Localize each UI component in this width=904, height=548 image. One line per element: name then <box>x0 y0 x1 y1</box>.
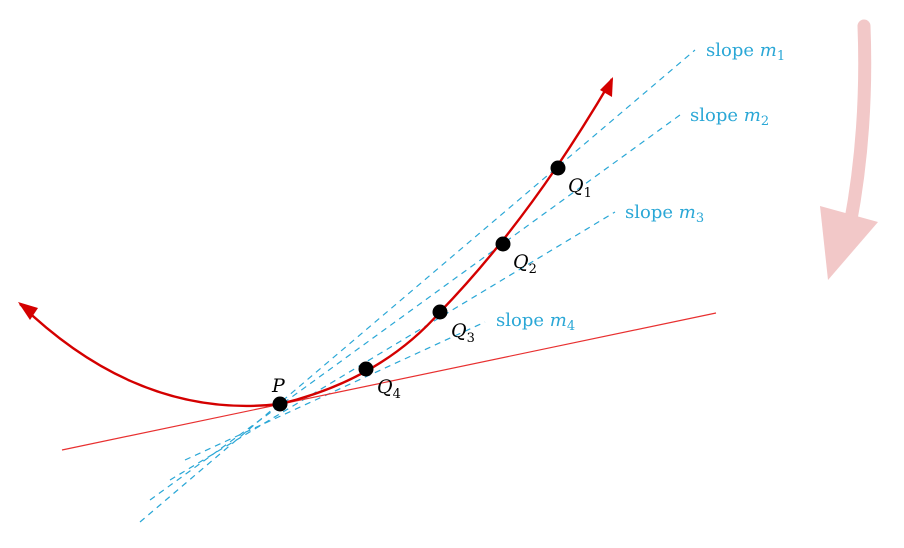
secant-label-4-sub: 4 <box>567 319 575 334</box>
point-labels: P Q1 Q2 Q3 Q4 <box>271 175 592 402</box>
label-Q1-sub: 1 <box>584 186 592 201</box>
secant-line-3 <box>169 211 616 481</box>
secant-label-2-var: m <box>744 105 761 126</box>
label-Q4: Q4 <box>377 376 401 402</box>
label-Q4-letter: Q <box>377 376 393 398</box>
label-Q2-sub: 2 <box>529 262 537 277</box>
label-Q4-sub: 4 <box>393 387 401 402</box>
secant-label-3-var: m <box>679 202 696 223</box>
point-P <box>272 396 288 412</box>
secant-line-2 <box>149 114 681 501</box>
secant-label-1-sub: 1 <box>777 49 785 64</box>
secant-label-4-prefix: slope <box>496 310 550 331</box>
curve-arrow-left <box>18 302 38 320</box>
point-Q4 <box>358 361 374 377</box>
secant-labels: slope m1 slope m2 slope m3 slope m4 <box>496 40 785 334</box>
secant-label-2: slope m2 <box>690 105 769 129</box>
secant-line-1 <box>139 49 696 523</box>
secant-label-2-prefix: slope <box>690 105 744 126</box>
curve-arrow-right <box>600 77 613 97</box>
label-Q1: Q1 <box>568 175 592 201</box>
point-Q3 <box>432 304 448 320</box>
label-Q2: Q2 <box>513 251 537 277</box>
secant-label-1-var: m <box>760 40 777 61</box>
secant-line-4 <box>184 321 486 461</box>
curve <box>19 78 614 408</box>
secant-label-2-sub: 2 <box>761 114 769 129</box>
tangent-line <box>61 312 717 451</box>
secant-label-3-sub: 3 <box>696 211 704 226</box>
label-P: P <box>271 375 286 397</box>
points <box>272 160 566 412</box>
label-P-letter: P <box>271 375 286 397</box>
down-arrow-icon <box>820 19 878 280</box>
secant-label-1-prefix: slope <box>706 40 760 61</box>
point-Q1 <box>550 160 566 176</box>
secant-label-3-prefix: slope <box>625 202 679 223</box>
label-Q3-letter: Q <box>451 320 467 342</box>
secant-lines <box>139 49 696 523</box>
secant-label-1: slope m1 <box>706 40 785 64</box>
secant-label-4: slope m4 <box>496 310 575 334</box>
label-Q3-sub: 3 <box>467 331 475 346</box>
secant-label-3: slope m3 <box>625 202 704 226</box>
secant-label-4-var: m <box>550 310 567 331</box>
down-arrow-shaft <box>843 19 872 232</box>
down-arrow-head <box>820 206 878 280</box>
point-Q2 <box>495 236 511 252</box>
label-Q2-letter: Q <box>513 251 529 273</box>
label-Q1-letter: Q <box>568 175 584 197</box>
label-Q3: Q3 <box>451 320 475 346</box>
